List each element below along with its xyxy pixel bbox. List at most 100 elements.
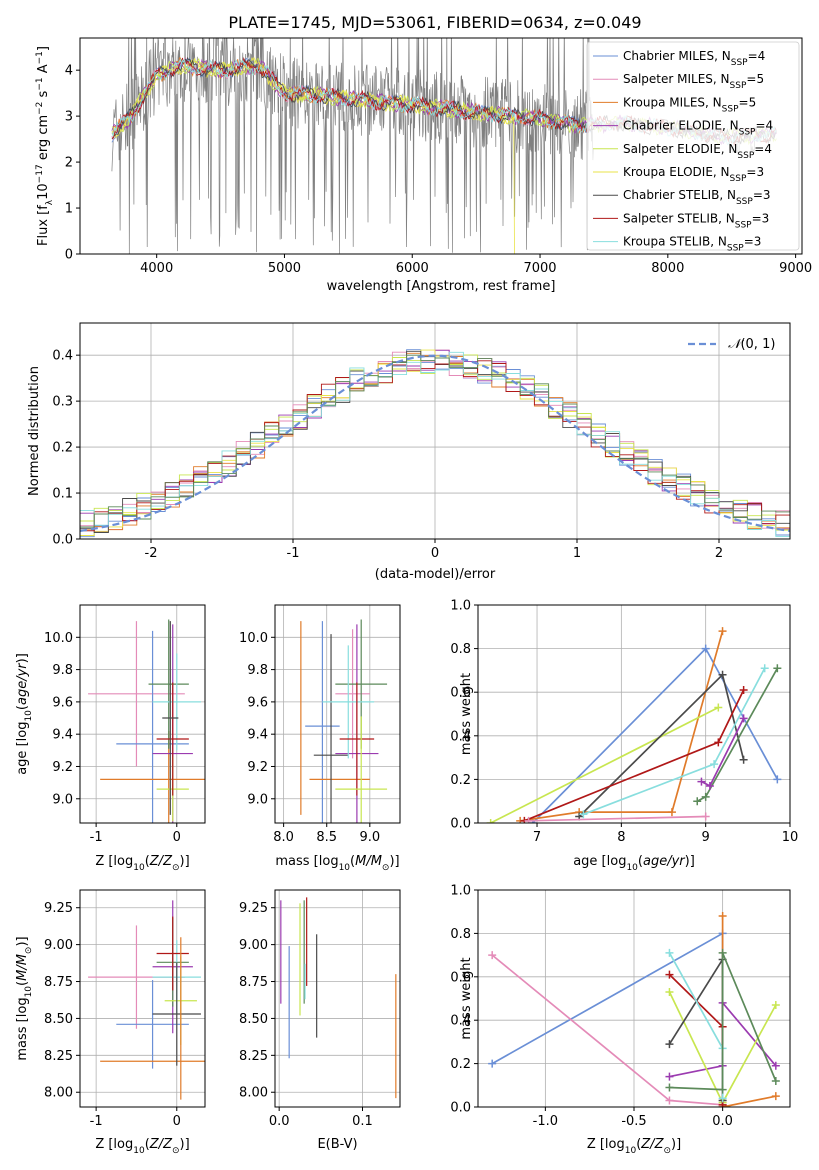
y-tick-label: 2 [65,156,73,171]
y-tick-label: 0.6 [450,686,471,701]
mass-weight-vs-age-chart: 7 8 9 10 0.0 0.2 0.4 0.6 0.8 1.0 age [log10(age/yr… [450,599,798,874]
y-tick-label: 8.50 [44,1012,73,1027]
weight-line [524,689,745,822]
y-tick-label: 9.4 [52,728,73,743]
weight-line [669,952,777,1091]
y-tick-label: 0.2 [450,1057,471,1072]
y-tick-label: 8.75 [239,975,268,990]
plot-area [280,897,397,1099]
weight-marker [739,755,748,764]
weight-marker [718,627,727,636]
x-tick-label: 10 [782,830,799,845]
x-tick-label: 0 [431,546,439,561]
weight-marker [667,808,676,817]
errorbar-point [162,621,179,815]
x-axis-label: Z [log10(Z/Z⊙)] [95,1137,189,1156]
y-tick-label: 1 [65,202,73,217]
weight-marker [773,664,782,673]
weight-marker [665,1083,674,1092]
legend-label: Kroupa STELIB, NSSP=3 [623,235,761,254]
y-tick-label: 0.6 [450,970,471,985]
x-tick-label: 9 [702,830,710,845]
errorbar-point [335,716,388,823]
y-tick-label: 1.0 [450,599,471,614]
residual-histogram: -2 -1 0 1 2 0.0 0.1 0.2 0.3 0.4 𝒩(0, 1) (data-model… [27,322,791,582]
y-tick-label: 9.4 [247,728,268,743]
y-tick-label: 9.25 [239,901,268,916]
errorbar-point [305,621,340,823]
x-tick-label: 7 [533,830,541,845]
errorbar-point [152,653,201,751]
age-vs-mass-chart: 8.0 8.5 9.0 9.0 9.2 9.4 9.6 9.8 10.0 mass [log10(… [239,604,401,873]
y-axis-label: mass [log10(M/M⊙)] [15,936,34,1060]
weight-marker [718,1094,727,1103]
mass-vs-extinction-chart: 0.0 0.1 8.00 8.25 8.50 8.75 9.00 9.25 E(B-V) [239,889,401,1152]
y-tick-label: 9.0 [247,792,268,807]
weight-marker [714,738,723,747]
x-tick-label: 8 [617,830,625,845]
x-tick-label: 4000 [140,261,173,276]
weight-marker [488,951,497,960]
weight-marker [739,686,748,695]
legend-label: Chabrier MILES, NSSP=4 [623,49,765,68]
y-tick-label: 9.8 [52,663,73,678]
x-tick-label: -0.5 [621,1114,646,1129]
y-tick-label: 8.25 [44,1049,73,1064]
mass-weight-vs-metallicity-chart: -1.0 -0.5 0.0 0.0 0.2 0.4 0.6 0.8 1.0 Z [log10(Z/… [450,884,791,1156]
errorbar-point [152,962,201,1066]
weight-marker [771,1061,780,1070]
axes-frame [79,37,803,255]
axes-frame [477,604,791,824]
normal-curve [80,354,790,532]
x-tick-label: 9000 [779,261,812,276]
y-tick-label: 9.00 [239,938,268,953]
x-tick-label: 0.0 [712,1114,733,1129]
mass-vs-metallicity-chart: -1 0 8.00 8.25 8.50 8.75 9.00 9.25 Z [log10(Z/Z⊙… [15,889,206,1156]
legend-label: Chabrier STELIB, NSSP=3 [623,188,771,207]
weight-marker [701,644,710,653]
legend-label: Salpeter MILES, NSSP=5 [623,72,764,91]
weight-marker [665,970,674,979]
x-tick-label: -1.0 [533,1114,558,1129]
y-tick-label: 0.8 [450,927,471,942]
legend-label: Salpeter ELODIE, NSSP=4 [623,142,772,161]
x-tick-label: 7000 [523,261,556,276]
x-axis-label: Z [log10(Z/Z⊙)] [587,1137,681,1156]
weight-marker [718,912,727,921]
weight-marker [701,792,710,801]
weight-marker [710,760,719,769]
spectrum-chart: 4000 5000 6000 7000 8000 9000 0 1 2 3 4 Chabrier MI… [35,37,812,294]
weight-marker [760,664,769,673]
x-tick-label: 8.0 [273,830,294,845]
y-tick-label: 4 [65,64,73,79]
x-axis-label: mass [log10(M/M⊙)] [275,854,399,873]
x-axis-label: wavelength [Angstrom, rest frame] [327,279,556,294]
legend-label: Kroupa MILES, NSSP=5 [623,95,756,114]
y-tick-label: 0.3 [52,395,73,410]
y-tick-label: 9.25 [44,901,73,916]
weight-marker [718,948,727,957]
y-tick-label: 1.0 [450,884,471,899]
y-tick-label: 9.2 [247,760,268,775]
weight-marker [693,797,702,806]
y-tick-label: 0.0 [450,1101,471,1116]
weight-marker [705,781,714,790]
plot-area [488,912,780,1107]
axes-frame [274,889,401,1108]
weight-marker [701,812,710,821]
x-tick-label: 5000 [268,261,301,276]
errorbar-point [156,916,189,991]
weight-line [668,952,724,1099]
weight-marker [665,1072,674,1081]
y-tick-label: 10.0 [239,631,268,646]
y-tick-label: 8.25 [239,1049,268,1064]
x-tick-label: -1 [90,1114,103,1129]
y-tick-label: 3 [65,110,73,125]
plot-area [88,900,205,1100]
y-axis-label: mass weight [459,673,474,755]
x-tick-label: 1 [573,546,581,561]
weight-marker [665,1096,674,1105]
y-tick-label: 8.75 [44,975,73,990]
y-tick-label: 9.0 [52,792,73,807]
